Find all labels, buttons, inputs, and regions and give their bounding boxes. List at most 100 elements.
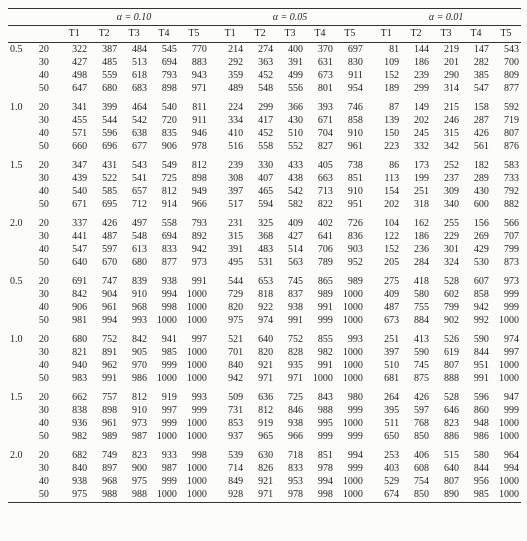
hdr-a05-t2: T2: [245, 26, 275, 43]
cell-value: 290: [431, 69, 461, 82]
table-row: 3043952254172589830840743866385111319923…: [8, 172, 521, 185]
alpha-001-header: α = 0.01: [371, 9, 521, 26]
cell-value: 938: [275, 301, 305, 314]
cell-value: 938: [275, 417, 305, 430]
table-row: 5064067068087797349553156378995220528432…: [8, 256, 521, 269]
cell-value: 738: [335, 159, 365, 172]
cell-value: 464: [119, 101, 149, 114]
row-label: [8, 127, 32, 140]
cell-value: 694: [149, 56, 179, 69]
row-label: [8, 359, 32, 372]
hdr-a10-t1: T1: [59, 26, 89, 43]
cell-value: 994: [491, 462, 521, 475]
cell-value: 997: [149, 404, 179, 417]
cell-value: 970: [119, 359, 149, 372]
cell-value: 987: [119, 430, 149, 443]
cell-value: 757: [89, 391, 119, 404]
cell-value: 1000: [179, 346, 209, 359]
cell-value: 696: [89, 140, 119, 153]
hdr-a10-t5: T5: [179, 26, 209, 43]
row-label: 1.5: [8, 391, 32, 404]
cell-value: 839: [119, 275, 149, 288]
cell-value: 1000: [179, 288, 209, 301]
cell-value: 998: [179, 449, 209, 462]
cell-value: 883: [179, 56, 209, 69]
table-row: 5064768068389897148954855680195418929931…: [8, 82, 521, 95]
cell-value: 452: [245, 69, 275, 82]
cell-value: 851: [335, 172, 365, 185]
table-row: 5066069667790697851655855282796122333234…: [8, 140, 521, 153]
cell-value: 884: [401, 314, 431, 327]
cell-value: 987: [149, 462, 179, 475]
cell-value: 991: [275, 314, 305, 327]
n-value: 20: [32, 101, 53, 114]
cell-value: 989: [89, 430, 119, 443]
cell-value: 540: [149, 101, 179, 114]
cell-value: 877: [149, 256, 179, 269]
cell-value: 720: [149, 114, 179, 127]
cell-value: 202: [371, 198, 401, 211]
cell-value: 1000: [491, 314, 521, 327]
cell-value: 937: [215, 430, 245, 443]
cell-value: 719: [491, 114, 521, 127]
cell-value: 695: [89, 198, 119, 211]
cell-value: 833: [149, 243, 179, 256]
row-label: [8, 82, 32, 95]
cell-value: 547: [59, 243, 89, 256]
cell-value: 370: [305, 43, 335, 57]
table-row: 3044148754869489231536842764183612218622…: [8, 230, 521, 243]
cell-value: 974: [245, 314, 275, 327]
cell-value: 552: [275, 140, 305, 153]
cell-value: 725: [149, 172, 179, 185]
cell-value: 799: [491, 243, 521, 256]
cell-value: 840: [215, 359, 245, 372]
cell-value: 499: [275, 69, 305, 82]
cell-value: 966: [275, 430, 305, 443]
cell-value: 849: [215, 475, 245, 488]
cell-value: 891: [89, 346, 119, 359]
cell-value: 1000: [179, 430, 209, 443]
cell-value: 988: [89, 488, 119, 503]
cell-value: 113: [371, 172, 401, 185]
table-row: 4093896897599910008499219539941000529754…: [8, 475, 521, 488]
table-row: 3083889891099799973181284698899939559764…: [8, 404, 521, 417]
cell-value: 982: [305, 346, 335, 359]
cell-value: 441: [59, 230, 89, 243]
n-value: 40: [32, 185, 53, 198]
cell-value: 387: [89, 43, 119, 57]
cell-value: 484: [119, 43, 149, 57]
cell-value: 585: [89, 185, 119, 198]
cell-value: 556: [275, 82, 305, 95]
cell-value: 1000: [179, 301, 209, 314]
cell-value: 905: [119, 346, 149, 359]
cell-value: 840: [59, 462, 89, 475]
cell-value: 81: [371, 43, 401, 57]
cell-value: 418: [401, 275, 431, 288]
row-label: [8, 488, 32, 503]
row-label: [8, 256, 32, 269]
cell-value: 968: [119, 301, 149, 314]
cell-value: 999: [149, 359, 179, 372]
cell-value: 938: [59, 475, 89, 488]
row-label: 1.0: [8, 333, 32, 346]
cell-value: 251: [401, 185, 431, 198]
cell-value: 426: [401, 391, 431, 404]
cell-value: 399: [89, 101, 119, 114]
cell-value: 850: [401, 488, 431, 503]
cell-value: 846: [275, 404, 305, 417]
table-row: 4093696197399910008539199389951000511768…: [8, 417, 521, 430]
cell-value: 1000: [335, 346, 365, 359]
cell-value: 799: [431, 301, 461, 314]
cell-value: 975: [59, 488, 89, 503]
critical-values-table: α = 0.10 α = 0.05 α = 0.01 T1 T2 T3 T4 T…: [8, 8, 521, 503]
cell-value: 954: [335, 82, 365, 95]
cell-value: 997: [179, 333, 209, 346]
row-label: 0.5: [8, 43, 32, 57]
cell-value: 809: [491, 69, 521, 82]
cell-value: 681: [371, 372, 401, 385]
cell-value: 647: [59, 82, 89, 95]
table-row: 1.02034139946454081122429936639374687149…: [8, 101, 521, 114]
stats-table-page: α = 0.10 α = 0.05 α = 0.01 T1 T2 T3 T4 T…: [0, 0, 527, 541]
cell-value: 986: [119, 372, 149, 385]
cell-value: 1000: [149, 314, 179, 327]
